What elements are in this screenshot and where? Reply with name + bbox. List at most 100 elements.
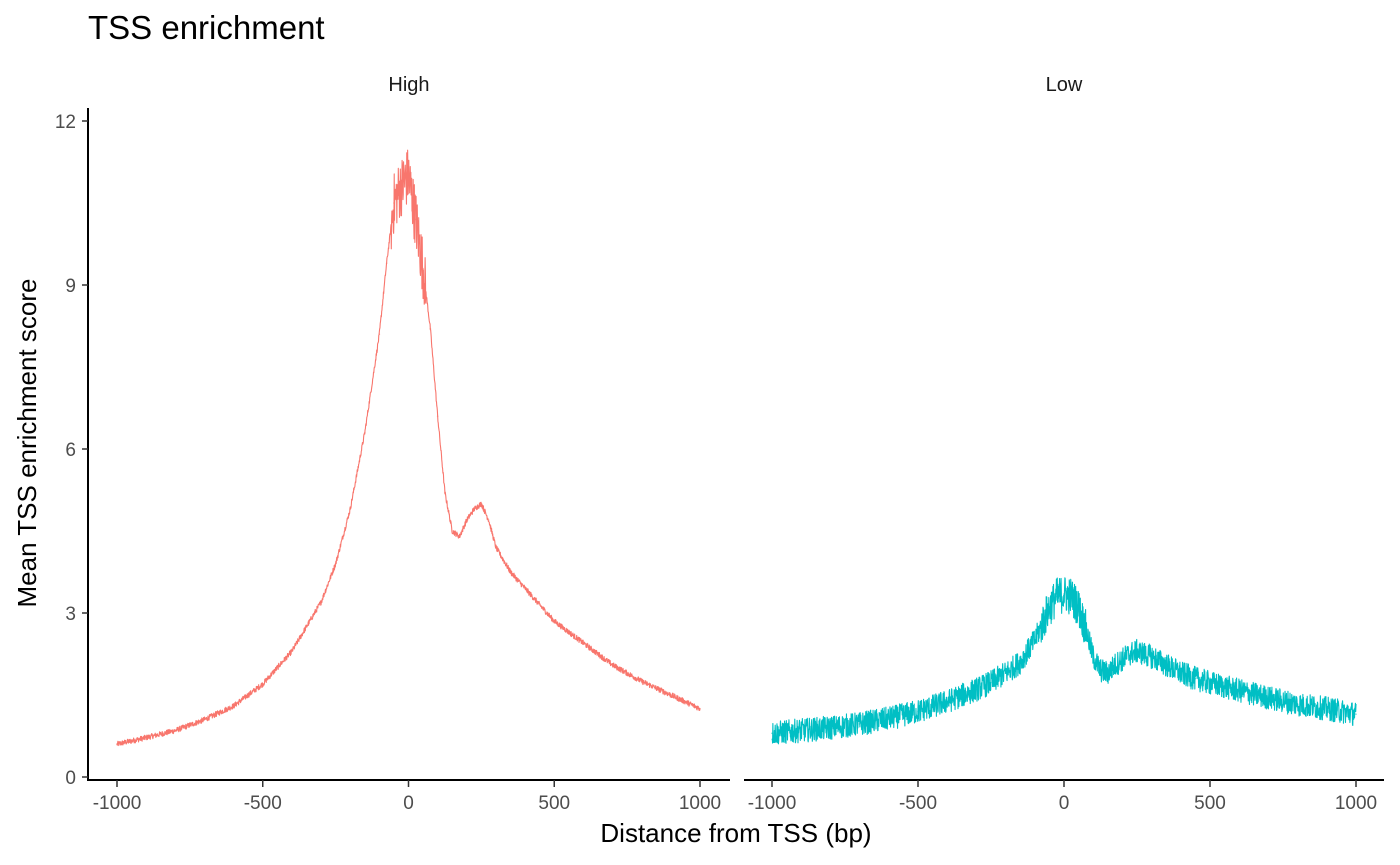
data-point-high <box>203 718 206 721</box>
panel-low-strip-label: Low <box>1046 74 1083 96</box>
data-point-low <box>1034 639 1036 642</box>
data-point-low <box>1041 623 1043 625</box>
data-point-high <box>538 604 541 606</box>
data-point-high <box>400 185 403 188</box>
x-tick-label: -1000 <box>93 793 142 814</box>
data-point-low <box>1077 606 1080 609</box>
x-tick-label: 0 <box>403 793 414 814</box>
x-tick-label: -500 <box>244 793 282 814</box>
data-point-low <box>1048 606 1051 609</box>
data-point-low <box>917 710 919 713</box>
data-point-high <box>407 174 410 177</box>
data-point-low <box>1063 593 1065 595</box>
data-point-low <box>1019 661 1021 663</box>
data-point-low <box>975 688 978 691</box>
data-point-low <box>1099 669 1102 672</box>
data-point-low <box>1136 650 1138 653</box>
y-tick-label: 6 <box>65 440 76 461</box>
data-point-low <box>1296 703 1299 706</box>
data-point-low <box>1238 689 1240 692</box>
data-point-high <box>378 333 381 336</box>
data-point-low <box>1092 655 1094 658</box>
data-point-low <box>1150 655 1153 658</box>
data-point-high <box>414 218 417 221</box>
data-point-low <box>1355 713 1357 715</box>
data-point-high <box>444 491 446 494</box>
data-point-high <box>473 508 475 510</box>
data-point-low <box>1055 595 1058 598</box>
data-point-low <box>858 723 861 725</box>
data-point-high <box>553 620 556 622</box>
x-tick-label: 1000 <box>679 793 721 814</box>
series-line-low <box>771 577 1357 745</box>
data-point-high <box>640 680 643 683</box>
data-point-high <box>349 508 352 510</box>
data-point-high <box>429 327 432 330</box>
data-point-high <box>261 683 264 685</box>
x-tick-label: 500 <box>1194 793 1226 814</box>
x-axis-title: Distance from TSS (bp) <box>600 818 871 848</box>
series-layer <box>116 149 1357 747</box>
data-point-low <box>1004 672 1007 674</box>
data-point-high <box>436 415 439 418</box>
data-point-high <box>385 262 388 264</box>
data-point-low <box>1114 664 1116 666</box>
data-point-high <box>670 694 672 696</box>
series-low-group <box>771 577 1357 745</box>
data-point-high <box>699 707 701 710</box>
data-point-high <box>291 650 293 653</box>
data-point-low <box>990 681 992 684</box>
data-point-high <box>232 705 235 707</box>
x-tick-label: 1000 <box>1335 793 1377 814</box>
data-point-low <box>771 732 773 735</box>
data-point-low <box>1194 677 1197 680</box>
data-point-high <box>524 587 526 590</box>
chart-title: TSS enrichment <box>88 9 325 46</box>
data-point-low <box>1070 595 1073 598</box>
data-point-low <box>1209 682 1211 684</box>
data-point-high <box>116 743 118 745</box>
data-point-low <box>1180 672 1182 674</box>
data-point-high <box>393 202 395 204</box>
data-point-low <box>1143 653 1146 655</box>
x-tick-label: 0 <box>1059 793 1070 814</box>
x-tick-label: -500 <box>899 793 937 814</box>
data-point-low <box>1121 658 1124 661</box>
data-point-high <box>334 563 337 565</box>
data-point-low <box>1128 653 1131 655</box>
data-point-high <box>487 519 490 521</box>
x-tick-label: -1000 <box>748 793 797 814</box>
axes-group: 0 3 6 9 12 -1000 -500 0 500 1000 -1000 -500 0 500 1000 <box>55 108 1384 814</box>
data-point-high <box>582 642 585 644</box>
data-point-low <box>1107 672 1109 674</box>
data-point-high <box>363 431 366 434</box>
y-axis-title: Mean TSS enrichment score <box>12 279 42 608</box>
y-tick-label: 12 <box>55 112 76 133</box>
x-tick-label: 500 <box>538 793 570 814</box>
series-high-group <box>116 149 701 747</box>
data-point-low <box>800 729 802 732</box>
data-point-high <box>611 664 614 666</box>
data-point-high <box>480 502 483 505</box>
series-line-high <box>116 149 701 747</box>
panel-high-strip-label: High <box>388 74 429 96</box>
data-point-high <box>458 535 461 538</box>
data-point-low <box>1085 628 1087 631</box>
data-point-low <box>829 727 832 729</box>
y-tick-label: 0 <box>65 768 76 789</box>
data-point-high <box>174 729 177 732</box>
data-point-low <box>1326 707 1328 710</box>
data-point-high <box>320 601 322 603</box>
y-tick-label: 3 <box>65 604 76 625</box>
data-point-high <box>145 736 147 739</box>
data-point-high <box>451 530 454 532</box>
data-point-low <box>1165 664 1167 666</box>
data-point-low <box>1267 696 1270 699</box>
data-point-high <box>495 546 497 549</box>
data-point-low <box>888 717 890 720</box>
data-point-high <box>509 571 512 573</box>
data-point-low <box>946 700 948 703</box>
data-point-high <box>466 519 468 521</box>
y-tick-label: 9 <box>65 276 76 297</box>
